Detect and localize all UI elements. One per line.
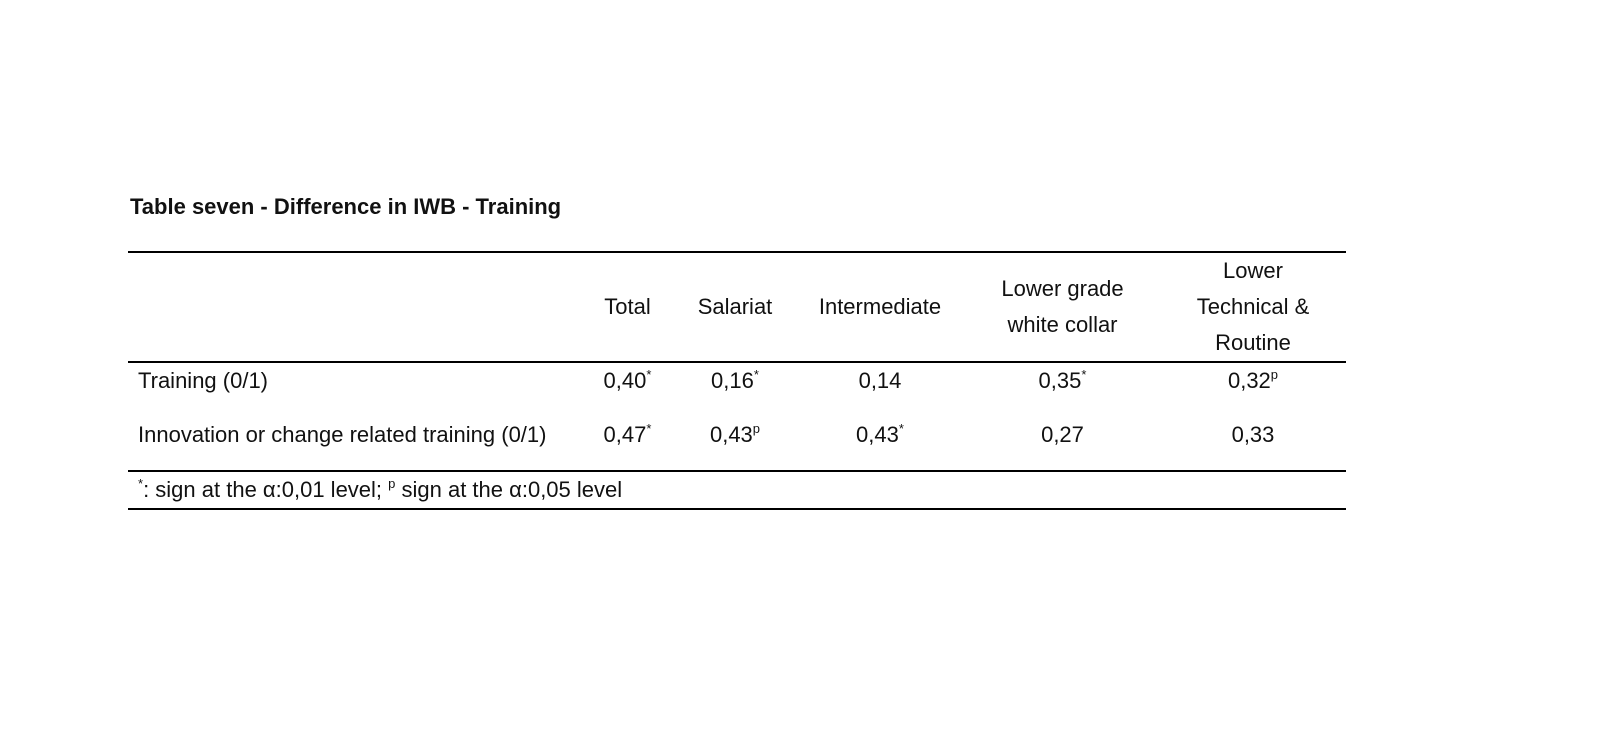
table-cell: 0,40*	[580, 362, 675, 399]
header-line: Total	[604, 294, 651, 319]
significance-mark: *	[753, 367, 759, 382]
header-line: Salariat	[697, 294, 773, 319]
header-line: Lower	[1223, 258, 1283, 283]
cell-value: 0,16	[711, 368, 754, 393]
header-line: white collar	[1007, 312, 1118, 337]
row-label: Training (0/1)	[138, 368, 269, 393]
table-cell: 0,16*	[675, 362, 795, 399]
footnote-mark: p	[388, 476, 396, 491]
cell-value: 0,40	[603, 368, 647, 393]
footnote-row: *: sign at the α:0,01 level; p sign at t…	[128, 471, 1346, 509]
cell-value: 0,43	[856, 421, 899, 447]
table-cell: 0,14	[795, 362, 965, 399]
table-cell: 0,43p	[675, 399, 795, 471]
table-row: Innovation or change related training (0…	[128, 399, 1346, 471]
header-line: Lower grade	[1001, 276, 1124, 301]
table-cell: 0,47*	[580, 399, 675, 471]
table-cell: 0,27	[965, 399, 1160, 471]
significance-mark: *	[1081, 367, 1087, 382]
significance-mark: *	[646, 420, 652, 436]
significance-mark: *	[646, 367, 652, 382]
header-cell: Intermediate	[795, 252, 965, 362]
header-row: Total Salariat Intermediate Lower grade whit…	[128, 252, 1346, 362]
cell-value: 0,43	[709, 421, 753, 447]
header-line: Technical &	[1196, 294, 1310, 319]
significance-mark: *	[898, 420, 904, 436]
footnote: *: sign at the α:0,01 level; p sign at t…	[128, 471, 1346, 509]
cell-value: 0,14	[858, 368, 902, 393]
table: Total Salariat Intermediate Lower grade whit…	[128, 251, 1346, 510]
table-cell: 0,43*	[795, 399, 965, 471]
cell-value: 0,32	[1227, 368, 1271, 393]
table-cell: 0,33	[1160, 399, 1346, 471]
cell-value: 0,27	[1041, 421, 1084, 447]
header-cell: Total	[580, 252, 675, 362]
footnote-text: : sign at the α:0,01 level;	[143, 477, 389, 502]
cell-value: 0,35	[1038, 368, 1082, 393]
table-row: Training (0/1) 0,40* 0,16* 0,14 0,35* 0,32p	[128, 362, 1346, 399]
row-label: Innovation or change related training (0…	[138, 421, 547, 447]
table-cell: 0,35*	[965, 362, 1160, 399]
header-line: Intermediate	[818, 294, 942, 319]
header-line: Routine	[1215, 330, 1291, 355]
significance-mark: p	[1270, 367, 1279, 382]
header-cell: Lower grade white collar	[965, 252, 1160, 362]
cell-value: 0,47	[603, 421, 647, 447]
header-cell: Salariat	[675, 252, 795, 362]
significance-mark: p	[752, 420, 761, 436]
table-cell: 0,32p	[1160, 362, 1346, 399]
cell-value: 0,33	[1231, 421, 1275, 447]
header-cell: Lower Technical & Routine	[1160, 252, 1346, 362]
header-cell	[128, 252, 580, 362]
footnote-text: sign at the α:0,05 level	[395, 477, 623, 502]
table-title: Table seven - Difference in IWB - Traini…	[130, 194, 562, 219]
footnote-mark: *	[138, 476, 144, 491]
